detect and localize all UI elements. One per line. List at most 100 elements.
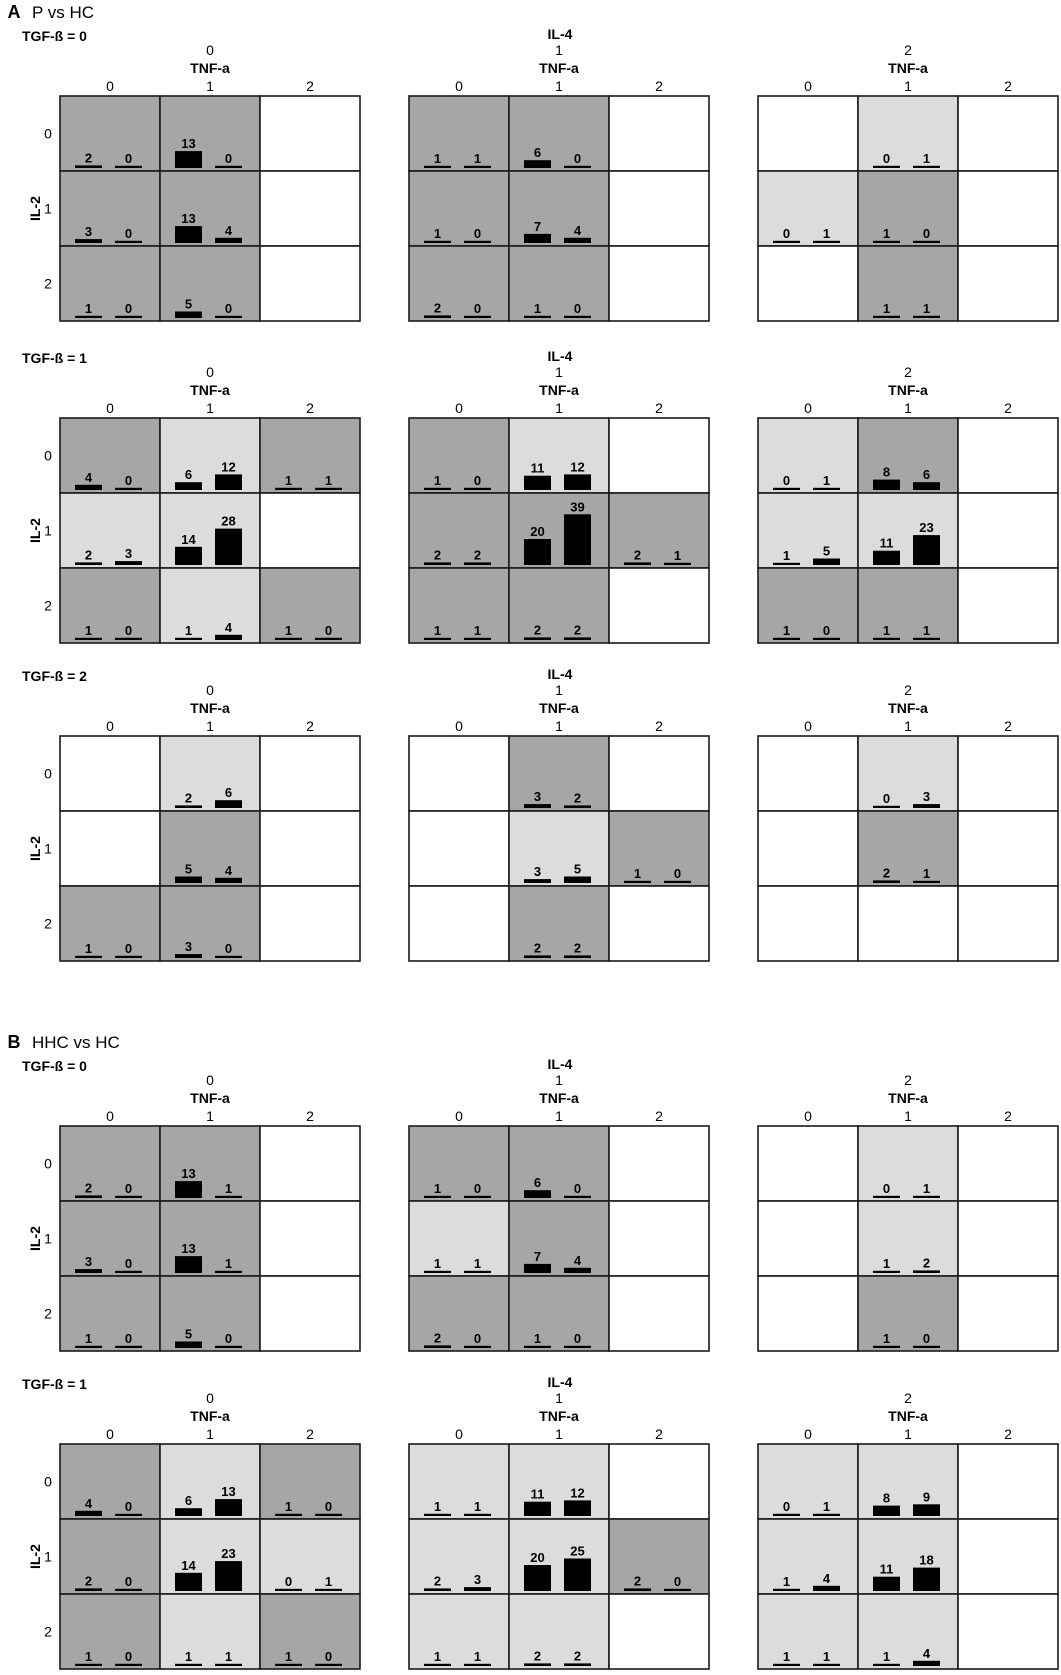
bar — [913, 880, 940, 883]
cell-dark — [857, 170, 959, 247]
cell-none — [259, 492, 361, 569]
bar — [773, 637, 800, 640]
tgf-label: TGF-ß = 0 — [22, 1058, 87, 1074]
il4-axis-title: IL-4 — [548, 26, 573, 42]
cell-dark — [508, 95, 610, 172]
tnfa-tick-label: 0 — [106, 400, 114, 416]
tnfa-axis-title: TNF-a — [888, 1090, 928, 1106]
bar — [75, 1345, 102, 1348]
cell-none — [259, 245, 361, 322]
bar-value-label: 2 — [85, 150, 92, 165]
tnfa-axis-title: TNF-a — [539, 1408, 579, 1424]
bar — [315, 487, 342, 490]
bar — [215, 955, 242, 958]
bar-value-label: 3 — [923, 789, 930, 804]
bar-value-label: 0 — [574, 151, 581, 166]
bar-value-label: 0 — [285, 1574, 292, 1589]
bar — [215, 634, 242, 640]
bar-value-label: 7 — [534, 1249, 541, 1264]
tnfa-tick-label: 0 — [455, 78, 463, 94]
bar-value-label: 0 — [325, 1649, 332, 1664]
bar — [813, 487, 840, 490]
bar-value-label: 1 — [474, 151, 481, 166]
bar-value-label: 0 — [883, 151, 890, 166]
cell-none — [259, 885, 361, 962]
bar-value-label: 9 — [923, 1489, 930, 1504]
il2-tick-label: 1 — [44, 201, 52, 217]
il2-axis-title: IL-2 — [27, 836, 43, 861]
cell-none — [408, 885, 510, 962]
il4-level-label: 2 — [904, 364, 912, 380]
cell-none — [608, 885, 710, 962]
bar — [524, 539, 551, 565]
bar-value-label: 5 — [185, 297, 192, 312]
bar — [524, 1345, 551, 1348]
tnfa-tick-label: 1 — [904, 1426, 912, 1442]
cell-none — [608, 1443, 710, 1520]
bar — [215, 315, 242, 318]
bar-value-label: 4 — [823, 1571, 831, 1586]
il4-level-label: 1 — [555, 1072, 563, 1088]
cell-light — [857, 1593, 959, 1670]
il4-level-label: 1 — [555, 42, 563, 58]
il2-tick-label: 1 — [44, 523, 52, 539]
tnfa-tick-label: 0 — [455, 1108, 463, 1124]
bar — [913, 1660, 940, 1666]
bar — [873, 550, 900, 565]
cell-dark — [259, 567, 361, 644]
cell-light — [757, 1443, 859, 1520]
panel-title: P vs HC — [32, 3, 94, 22]
bar — [175, 1508, 202, 1516]
bar — [75, 315, 102, 318]
cell-grid: 1 111 122 320 252 01 1 2 2 — [408, 1443, 710, 1670]
bar-value-label: 1 — [474, 623, 481, 638]
bar — [913, 315, 940, 318]
bar — [564, 955, 591, 958]
bar — [175, 311, 202, 318]
tnfa-tick-label: 2 — [655, 1426, 663, 1442]
cell-dark — [508, 245, 610, 322]
tnfa-tick-label: 1 — [206, 718, 214, 734]
cell-grid: 3 2 3 5 1 0 2 2 — [408, 735, 710, 962]
il2-tick-label: 2 — [44, 916, 52, 932]
bar — [813, 240, 840, 243]
bar — [913, 804, 940, 808]
bar-value-label: 2 — [185, 790, 192, 805]
cell-none — [608, 1593, 710, 1670]
cell-light — [159, 735, 261, 812]
bar-value-label: 1 — [534, 301, 541, 316]
bar — [275, 1588, 302, 1591]
bar — [913, 482, 940, 490]
bar — [175, 637, 202, 640]
bar-value-label: 1 — [225, 1649, 232, 1664]
bar-value-label: 3 — [185, 939, 192, 954]
bar-value-label: 1 — [783, 1574, 790, 1589]
bar — [524, 637, 551, 640]
bar — [564, 1500, 591, 1516]
cell-dark — [408, 1275, 510, 1352]
bar — [424, 240, 451, 243]
cell-light — [408, 1200, 510, 1277]
bar — [773, 1588, 800, 1591]
bar-value-label: 5 — [823, 544, 830, 559]
il4-level-label: 2 — [904, 42, 912, 58]
tnfa-tick-label: 1 — [904, 400, 912, 416]
cell-none — [259, 1275, 361, 1352]
bar — [464, 562, 491, 565]
cell-none — [259, 95, 361, 172]
bar — [624, 1588, 651, 1591]
bar-value-label: 1 — [474, 1649, 481, 1664]
il2-tick-label: 0 — [44, 448, 52, 464]
cell-light — [857, 1200, 959, 1277]
bar-value-label: 2 — [923, 1255, 930, 1270]
bar — [464, 240, 491, 243]
bar-value-label: 3 — [85, 224, 92, 239]
bar — [424, 315, 451, 318]
il4-level-label: 0 — [206, 1390, 214, 1406]
bar-value-label: 4 — [85, 1496, 93, 1511]
bar-value-label: 2 — [434, 547, 441, 562]
tnfa-axis-title: TNF-a — [888, 700, 928, 716]
il4-level-label: 0 — [206, 1072, 214, 1088]
